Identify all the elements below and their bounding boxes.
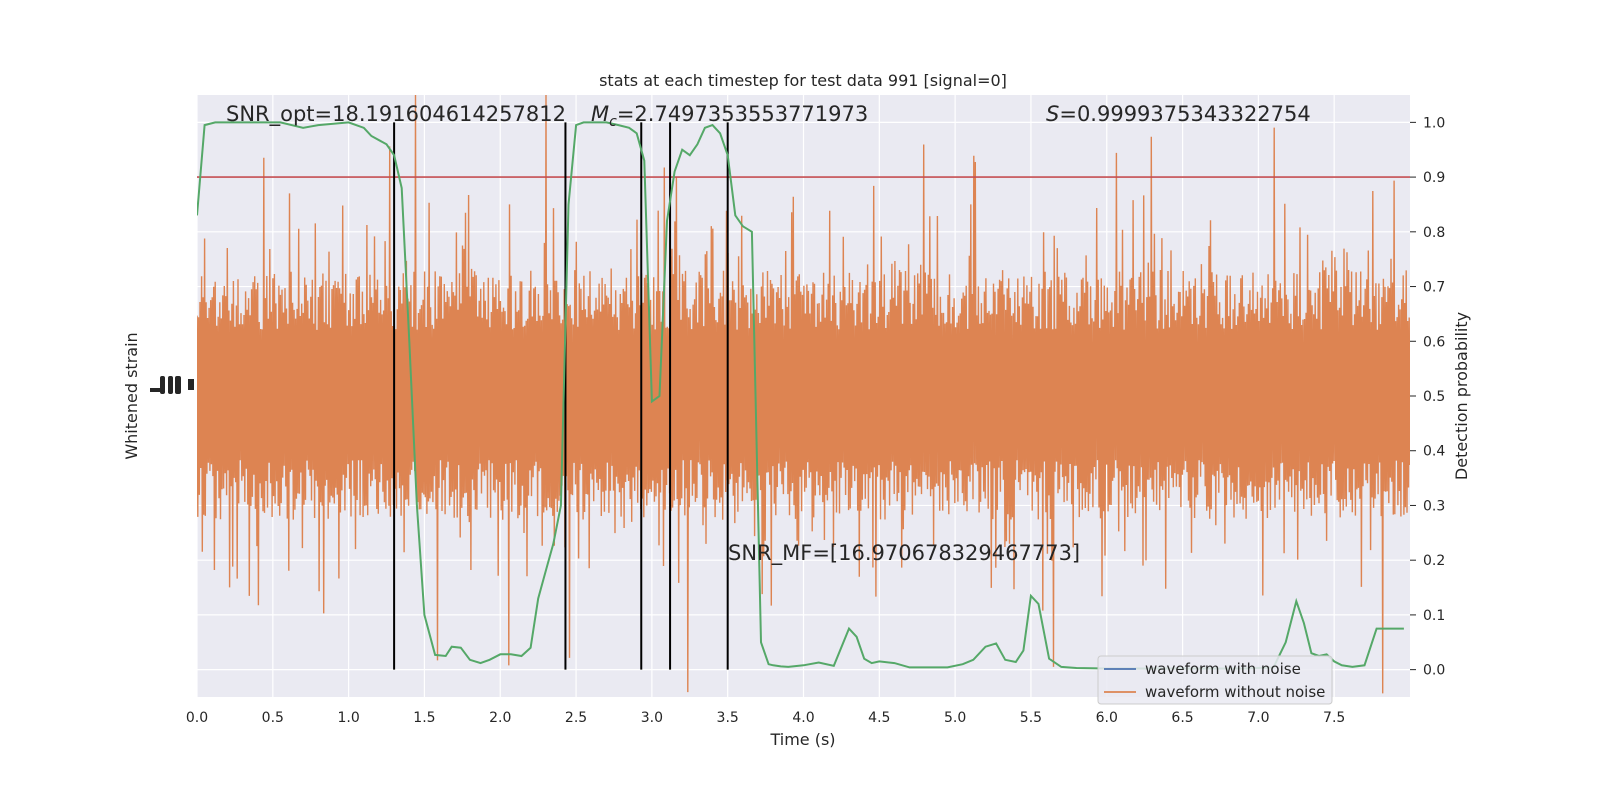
s-annotation: S=0.9999375343322754	[1046, 102, 1311, 126]
y-tick-label: 0.4	[1423, 444, 1445, 460]
chirp-mass-annotation: Mc=2.7497353553771973	[591, 102, 868, 130]
x-tick-label: 2.0	[489, 710, 511, 726]
waveform-without-noise-line	[197, 95, 1410, 694]
vertical-markers	[393, 122, 729, 670]
y-tick-label: 0.8	[1423, 225, 1445, 241]
left-axis-squashed-ticks	[150, 376, 194, 394]
x-tick-label: 3.5	[717, 710, 739, 726]
y-tick-label: 0.2	[1423, 553, 1445, 569]
legend-label-with-noise: waveform with noise	[1145, 660, 1301, 678]
x-axis-label: Time (s)	[769, 730, 835, 749]
x-tick-label: 3.0	[641, 710, 663, 726]
x-tick-label: 5.5	[1020, 710, 1042, 726]
y-tick-label: 0.6	[1423, 334, 1445, 350]
x-tick-label: 7.0	[1247, 710, 1269, 726]
y-tick-label: 0.9	[1423, 170, 1445, 186]
y-axis-label-right: Detection probability	[1452, 312, 1471, 480]
x-tick-label: 0.5	[262, 710, 284, 726]
x-tick-label: 5.0	[944, 710, 966, 726]
x-tick-label: 1.0	[337, 710, 359, 726]
x-tick-label: 7.5	[1323, 710, 1345, 726]
x-tick-label: 0.0	[186, 710, 208, 726]
y-tick-label: 1.0	[1423, 115, 1445, 131]
x-tick-labels: 0.0 0.5 1.0 1.5 2.0 2.5 3.0 3.5 4.0 4.5 5.0 5.5 6.0 6…	[186, 710, 1345, 726]
y-tick-labels-right: 0.0 0.1 0.2 0.3 0.4 0.5 0.6 0.7 0.8 0.9 1.0	[1410, 115, 1445, 679]
x-tick-label: 6.0	[1096, 710, 1118, 726]
snr-mf-annotation: SNR_MF=[16.970678329467773]	[728, 541, 1080, 566]
x-tick-label: 2.5	[565, 710, 587, 726]
y-axis-label-left: Whitened strain	[122, 332, 141, 459]
y-tick-label: 0.3	[1423, 498, 1445, 514]
legend-label-without-noise: waveform without noise	[1145, 683, 1325, 701]
x-tick-label: 4.5	[868, 710, 890, 726]
chart-title: stats at each timestep for test data 991…	[599, 71, 1007, 90]
y-tick-label: 0.1	[1423, 608, 1445, 624]
x-tick-label: 1.5	[413, 710, 435, 726]
y-tick-label: 0.5	[1423, 389, 1445, 405]
snr-opt-annotation: SNR_opt=18.191604614257812	[226, 102, 566, 127]
x-tick-label: 4.0	[792, 710, 814, 726]
y-tick-label: 0.7	[1423, 280, 1445, 296]
x-tick-label: 6.5	[1171, 710, 1193, 726]
legend: waveform with noise waveform without noi…	[1097, 655, 1333, 705]
y-tick-label: 0.0	[1423, 663, 1445, 679]
